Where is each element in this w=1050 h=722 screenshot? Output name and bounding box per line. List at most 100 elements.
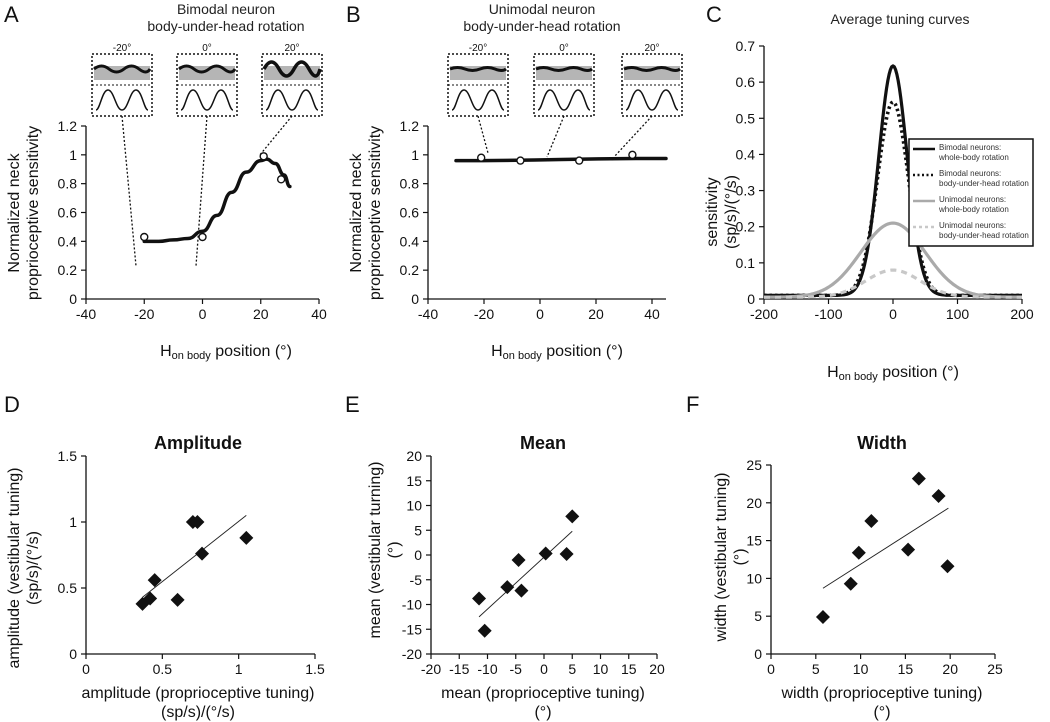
panel-c-y-tick-label: 0.2 bbox=[736, 219, 756, 235]
panel-c-plot: -200 -100 0 100 200 0 0.1 0.2 0.3 0.4 0.5 0.6 0.7 bbox=[736, 38, 1034, 322]
panel-e-y-tick-label: -15 bbox=[402, 621, 422, 637]
panel-f-label: F bbox=[686, 392, 699, 417]
panel-b-y-tick-label: 0.8 bbox=[400, 176, 420, 192]
panel-e-data-point bbox=[559, 547, 574, 562]
panel-c-x-tick-label: 100 bbox=[946, 306, 970, 322]
panel-b-title-line1: Unimodal neuron bbox=[489, 1, 596, 17]
inset-top-wave bbox=[623, 66, 681, 72]
panel-a-xlabel: Hon body position (°) bbox=[160, 343, 292, 362]
panel-b-y-tick-label: 0 bbox=[411, 291, 419, 307]
panel-b-inset-connector-2 bbox=[546, 115, 565, 158]
panel-f-ylabel-line2: (°) bbox=[732, 548, 749, 565]
panel-f-x-tick-label: 15 bbox=[898, 661, 914, 677]
panel-a-x-tick-label: 40 bbox=[311, 306, 327, 322]
panel-c-title: Average tuning curves bbox=[830, 11, 969, 27]
panel-e-x-tick-label: 20 bbox=[649, 661, 665, 677]
inset-bottom-wave bbox=[265, 89, 319, 111]
panel-c-ylabel-line2: (sp/s)/(°/s) bbox=[723, 175, 740, 249]
panel-a-y-tick-label: 0 bbox=[69, 291, 77, 307]
panel-f-x-tick-label: 10 bbox=[853, 661, 869, 677]
panel-e-data-point bbox=[514, 583, 529, 598]
xlabel-subscript: on body bbox=[839, 371, 879, 383]
panel-a-y-tick-label: 0.2 bbox=[58, 262, 78, 278]
inset-bottom-wave bbox=[625, 89, 679, 111]
panel-e-x-tick-label: 5 bbox=[568, 661, 576, 677]
panel-a-title-line2: body-under-head rotation bbox=[147, 18, 304, 34]
panel-f-y-tick-label: 10 bbox=[746, 570, 762, 586]
panel-f-ylabel-line1: width (vestibular tuning) bbox=[713, 473, 730, 643]
panel-c-x-tick-label: -200 bbox=[750, 306, 778, 322]
panel-b-fit-curve bbox=[454, 156, 668, 163]
panel-a-y-tick-label: 0.6 bbox=[58, 205, 78, 221]
panel-a-x-tick-label: -40 bbox=[76, 306, 96, 322]
panel-b-y-tick-label: 0.4 bbox=[400, 233, 420, 249]
panel-e-title: Mean bbox=[520, 433, 566, 453]
panel-d: D Amplitude 0 0.5 1 1.5 0 0.5 1 1.5 amplitude (… bbox=[4, 392, 325, 721]
panel-f-data-point bbox=[864, 513, 879, 528]
panel-d-y-tick-label: 1.5 bbox=[58, 448, 78, 464]
panel-a-inset-connector-3 bbox=[258, 115, 293, 157]
panel-e-data-point bbox=[511, 552, 526, 567]
panel-e-y-tick-label: 0 bbox=[414, 547, 422, 563]
panel-f-y-tick-label: 15 bbox=[746, 533, 762, 549]
panel-a-insets: -20° 0° 20° bbox=[91, 43, 323, 267]
panel-d-y-tick-label: 0 bbox=[69, 646, 77, 662]
panel-e-data-point bbox=[500, 580, 515, 595]
panel-e-data-point bbox=[565, 509, 580, 524]
panel-d-x-tick-label: 1.5 bbox=[305, 661, 325, 677]
panel-d-regression-line bbox=[142, 515, 247, 598]
panel-b-title-line2: body-under-head rotation bbox=[463, 18, 620, 34]
xlabel-main: H bbox=[160, 343, 172, 360]
legend-entry-2-line1: Bimodal neurons: bbox=[939, 169, 1001, 178]
legend-entry-2-line2: body-under-head rotation bbox=[939, 179, 1029, 188]
panel-c-x-tick-label: 200 bbox=[1010, 306, 1034, 322]
panel-f-data-point bbox=[851, 545, 866, 560]
panel-a-inset-label-3: 20° bbox=[284, 43, 299, 54]
panel-a-inset-label-1: -20° bbox=[113, 43, 131, 54]
xlabel-main: H bbox=[827, 364, 839, 381]
panel-c-y-tick-label: 0.6 bbox=[736, 74, 756, 90]
panel-a-ylabel-line2: proprioceptive sensitivity bbox=[25, 126, 42, 300]
panel-d-plot: 0 0.5 1 1.5 0 0.5 1 1.5 bbox=[58, 448, 325, 677]
panel-a-x-tick-label: 20 bbox=[253, 306, 269, 322]
panel-a: A Bimodal neuron body-under-head rotatio… bbox=[4, 1, 327, 362]
panel-f-regression-line bbox=[822, 507, 949, 589]
panel-d-data-point bbox=[147, 573, 162, 588]
panel-b-ylabel-line2: proprioceptive sensitivity bbox=[367, 126, 384, 300]
panel-b-insets: -20° 0° 20° bbox=[447, 43, 683, 158]
panel-c-x-tick-label: -100 bbox=[814, 306, 842, 322]
panel-b-inset-label-3: 20° bbox=[644, 43, 659, 54]
panel-d-data-point bbox=[170, 592, 185, 607]
panel-e-label: E bbox=[345, 392, 360, 417]
panel-b-inset-2 bbox=[533, 53, 595, 117]
panel-f-plot: 0 5 10 15 20 25 0 5 10 15 20 25 bbox=[746, 457, 1003, 677]
panel-f-y-tick-label: 25 bbox=[746, 457, 762, 473]
panel-b-inset-label-2: 0° bbox=[559, 43, 569, 54]
panel-b-y-tick-label: 1.2 bbox=[400, 118, 420, 134]
panel-e-x-tick-label: 15 bbox=[621, 661, 637, 677]
panel-d-xlabel-line2: (sp/s)/(°/s) bbox=[161, 704, 235, 721]
legend-entry-4-line1: Unimodal neurons: bbox=[939, 221, 1006, 230]
panel-c-y-tick-label: 0.3 bbox=[736, 183, 756, 199]
panel-b-label: B bbox=[346, 2, 361, 27]
panel-c-series-3-line bbox=[763, 221, 1023, 299]
panel-e-xlabel-line2: (°) bbox=[534, 704, 551, 721]
panel-a-y-tick-label: 1 bbox=[69, 147, 77, 163]
panel-e-data-point bbox=[472, 591, 487, 606]
panel-d-xlabel-line1: amplitude (proprioceptive tuning) bbox=[81, 685, 314, 702]
panel-c-y-tick-label: 0.5 bbox=[736, 110, 756, 126]
panel-f-data-point bbox=[940, 559, 955, 574]
panel-b-inset-1 bbox=[447, 53, 509, 117]
panel-c-series-4-line bbox=[763, 268, 1023, 299]
panel-d-data-point bbox=[195, 546, 210, 561]
panel-d-x-tick-label: 0 bbox=[82, 661, 90, 677]
panel-b-data-point bbox=[575, 156, 584, 165]
panel-e-data-point bbox=[538, 546, 553, 561]
legend-entry-1-line2: whole-body rotation bbox=[938, 153, 1009, 162]
panel-a-x-tick-label: -20 bbox=[134, 306, 154, 322]
panel-a-data-point bbox=[259, 152, 268, 161]
panel-b-x-tick-label: 0 bbox=[536, 306, 544, 322]
panel-b-data-point bbox=[628, 150, 637, 160]
panel-a-inset-connector-1 bbox=[121, 115, 137, 267]
